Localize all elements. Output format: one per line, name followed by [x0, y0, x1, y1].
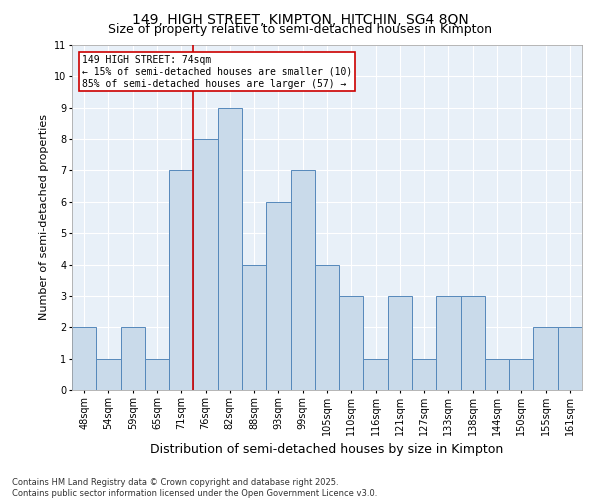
Bar: [388, 296, 412, 390]
X-axis label: Distribution of semi-detached houses by size in Kimpton: Distribution of semi-detached houses by …: [151, 444, 503, 456]
Bar: [96, 358, 121, 390]
Bar: [461, 296, 485, 390]
Bar: [339, 296, 364, 390]
Bar: [72, 328, 96, 390]
Y-axis label: Number of semi-detached properties: Number of semi-detached properties: [38, 114, 49, 320]
Text: Contains HM Land Registry data © Crown copyright and database right 2025.
Contai: Contains HM Land Registry data © Crown c…: [12, 478, 377, 498]
Bar: [145, 358, 169, 390]
Text: 149, HIGH STREET, KIMPTON, HITCHIN, SG4 8QN: 149, HIGH STREET, KIMPTON, HITCHIN, SG4 …: [131, 12, 469, 26]
Bar: [364, 358, 388, 390]
Text: Size of property relative to semi-detached houses in Kimpton: Size of property relative to semi-detach…: [108, 22, 492, 36]
Text: 149 HIGH STREET: 74sqm
← 15% of semi-detached houses are smaller (10)
85% of sem: 149 HIGH STREET: 74sqm ← 15% of semi-det…: [82, 56, 352, 88]
Bar: [121, 328, 145, 390]
Bar: [290, 170, 315, 390]
Bar: [558, 328, 582, 390]
Bar: [193, 139, 218, 390]
Bar: [242, 264, 266, 390]
Bar: [412, 358, 436, 390]
Bar: [218, 108, 242, 390]
Bar: [436, 296, 461, 390]
Bar: [485, 358, 509, 390]
Bar: [509, 358, 533, 390]
Bar: [266, 202, 290, 390]
Bar: [533, 328, 558, 390]
Bar: [169, 170, 193, 390]
Bar: [315, 264, 339, 390]
